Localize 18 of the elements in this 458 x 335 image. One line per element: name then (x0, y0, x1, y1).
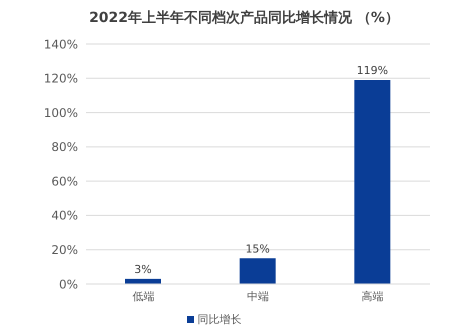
legend-label: 同比增长 (198, 313, 242, 326)
y-tick-label: 120% (44, 72, 78, 86)
y-tick-label: 0% (58, 277, 78, 292)
y-tick-label: 80% (51, 140, 78, 154)
y-tick-label: 100% (44, 106, 78, 120)
bar (240, 258, 276, 284)
x-tick-label: 中端 (247, 290, 269, 303)
x-tick-label: 高端 (362, 290, 384, 303)
text: 3% (134, 262, 152, 276)
y-tick-label: 140% (44, 37, 78, 52)
y-tick-label: 40% (51, 208, 78, 223)
x-tick-label: 低端 (132, 290, 154, 303)
text: 15% (245, 242, 270, 256)
bar (354, 80, 390, 284)
text: 119% (356, 64, 388, 77)
y-tick-label: 20% (51, 242, 78, 257)
y-tick-label: 60% (51, 174, 78, 188)
chart-title: 2022年上半年不同档次产品同比增长情况 （%） (88, 9, 400, 28)
